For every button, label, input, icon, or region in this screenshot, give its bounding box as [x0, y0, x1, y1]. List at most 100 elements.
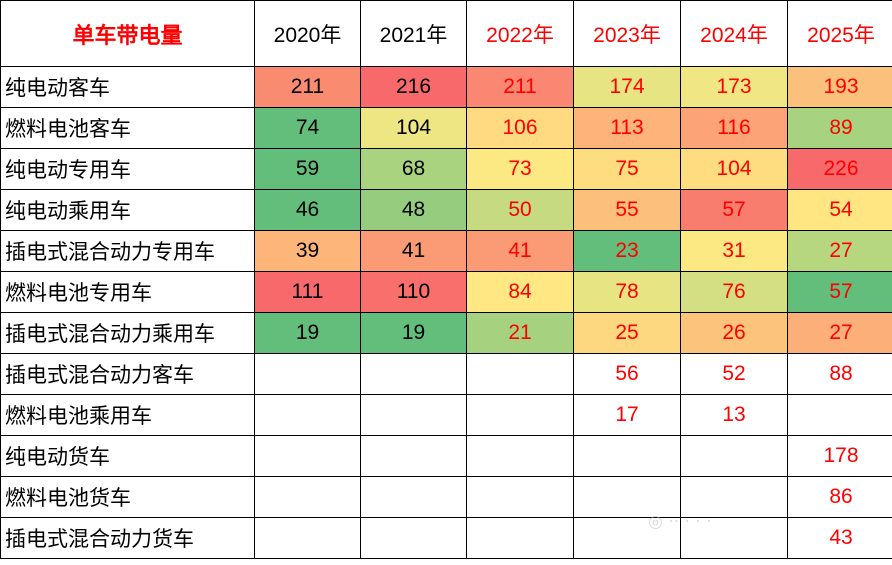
row-label: 燃料电池货车	[0, 476, 255, 518]
table-row: 插电式混合动力客车 56 52 88	[0, 353, 892, 395]
row-label: 插电式混合动力专用车	[0, 230, 255, 272]
value-cell: 89	[787, 107, 892, 149]
table-title: 单车带电量	[0, 0, 255, 67]
value-cell	[573, 517, 681, 559]
value-cell: 174	[573, 66, 681, 108]
value-cell: 178	[787, 435, 892, 477]
value-cell: 173	[680, 66, 788, 108]
header-row: 单车带电量 2020年 2021年 2022年 2023年 2024年 2025…	[0, 0, 892, 67]
value-cell: 27	[787, 312, 892, 354]
row-label: 插电式混合动力货车	[0, 517, 255, 559]
value-cell	[360, 394, 467, 436]
value-cell: 50	[466, 189, 574, 231]
row-label: 插电式混合动力客车	[0, 353, 255, 395]
value-cell: 52	[680, 353, 788, 395]
row-label: 纯电动专用车	[0, 148, 255, 190]
row-label: 燃料电池乘用车	[0, 394, 255, 436]
value-cell	[254, 353, 361, 395]
value-cell: 56	[573, 353, 681, 395]
value-cell	[254, 517, 361, 559]
value-cell: 27	[787, 230, 892, 272]
column-header: 2020年	[254, 0, 361, 67]
table-row: 插电式混合动力专用车 39 41 41 23 31 27	[0, 230, 892, 272]
table-row: 燃料电池专用车 111 110 84 78 76 57	[0, 271, 892, 313]
value-cell	[466, 435, 574, 477]
table-row: 纯电动客车 211 216 211 174 173 193	[0, 66, 892, 108]
value-cell	[360, 353, 467, 395]
table-row: 插电式混合动力乘用车 19 19 21 25 26 27	[0, 312, 892, 354]
value-cell	[466, 517, 574, 559]
value-cell: 113	[573, 107, 681, 149]
value-cell: 68	[360, 148, 467, 190]
value-cell: 46	[254, 189, 361, 231]
table-body: 纯电动客车 211 216 211 174 173 193 燃料电池客车 74 104 106 113…	[0, 66, 892, 559]
value-cell	[254, 476, 361, 518]
value-cell: 23	[573, 230, 681, 272]
value-cell	[466, 353, 574, 395]
value-cell: 104	[360, 107, 467, 149]
value-cell: 116	[680, 107, 788, 149]
value-cell: 193	[787, 66, 892, 108]
value-cell	[466, 394, 574, 436]
value-cell: 57	[680, 189, 788, 231]
value-cell: 226	[787, 148, 892, 190]
value-cell: 111	[254, 271, 361, 313]
value-cell: 84	[466, 271, 574, 313]
row-label: 插电式混合动力乘用车	[0, 312, 255, 354]
value-cell: 73	[466, 148, 574, 190]
row-label: 纯电动客车	[0, 66, 255, 108]
row-label: 燃料电池客车	[0, 107, 255, 149]
column-header: 2023年	[573, 0, 681, 67]
value-cell	[573, 435, 681, 477]
value-cell: 59	[254, 148, 361, 190]
value-cell: 31	[680, 230, 788, 272]
value-cell: 25	[573, 312, 681, 354]
value-cell	[254, 394, 361, 436]
table-row: 燃料电池乘用车 17 13	[0, 394, 892, 436]
value-cell: 19	[360, 312, 467, 354]
value-cell: 76	[680, 271, 788, 313]
value-cell	[573, 476, 681, 518]
value-cell	[466, 476, 574, 518]
row-label: 纯电动乘用车	[0, 189, 255, 231]
value-cell: 17	[573, 394, 681, 436]
value-cell	[680, 435, 788, 477]
value-cell: 57	[787, 271, 892, 313]
row-label: 燃料电池专用车	[0, 271, 255, 313]
value-cell	[360, 435, 467, 477]
value-cell: 106	[466, 107, 574, 149]
value-cell	[787, 394, 892, 436]
table-row: 纯电动专用车 59 68 73 75 104 226	[0, 148, 892, 190]
value-cell	[254, 435, 361, 477]
value-cell: 74	[254, 107, 361, 149]
value-cell	[360, 517, 467, 559]
table-row: 纯电动货车 178	[0, 435, 892, 477]
value-cell: 13	[680, 394, 788, 436]
row-label: 纯电动货车	[0, 435, 255, 477]
value-cell: 75	[573, 148, 681, 190]
value-cell: 21	[466, 312, 574, 354]
value-cell: 78	[573, 271, 681, 313]
column-header: 2021年	[360, 0, 467, 67]
value-cell: 88	[787, 353, 892, 395]
value-cell: 104	[680, 148, 788, 190]
value-cell: 211	[466, 66, 574, 108]
table-row: 插电式混合动力货车 43	[0, 517, 892, 559]
table-row: 燃料电池货车 86	[0, 476, 892, 518]
value-cell: 41	[360, 230, 467, 272]
value-cell: 110	[360, 271, 467, 313]
column-header: 2024年	[680, 0, 788, 67]
value-cell	[680, 476, 788, 518]
value-cell: 55	[573, 189, 681, 231]
value-cell: 26	[680, 312, 788, 354]
value-cell: 39	[254, 230, 361, 272]
value-cell: 54	[787, 189, 892, 231]
value-cell: 86	[787, 476, 892, 518]
column-header: 2022年	[466, 0, 574, 67]
value-cell	[680, 517, 788, 559]
value-cell: 211	[254, 66, 361, 108]
table-row: 燃料电池客车 74 104 106 113 116 89	[0, 107, 892, 149]
value-cell	[360, 476, 467, 518]
value-cell: 43	[787, 517, 892, 559]
